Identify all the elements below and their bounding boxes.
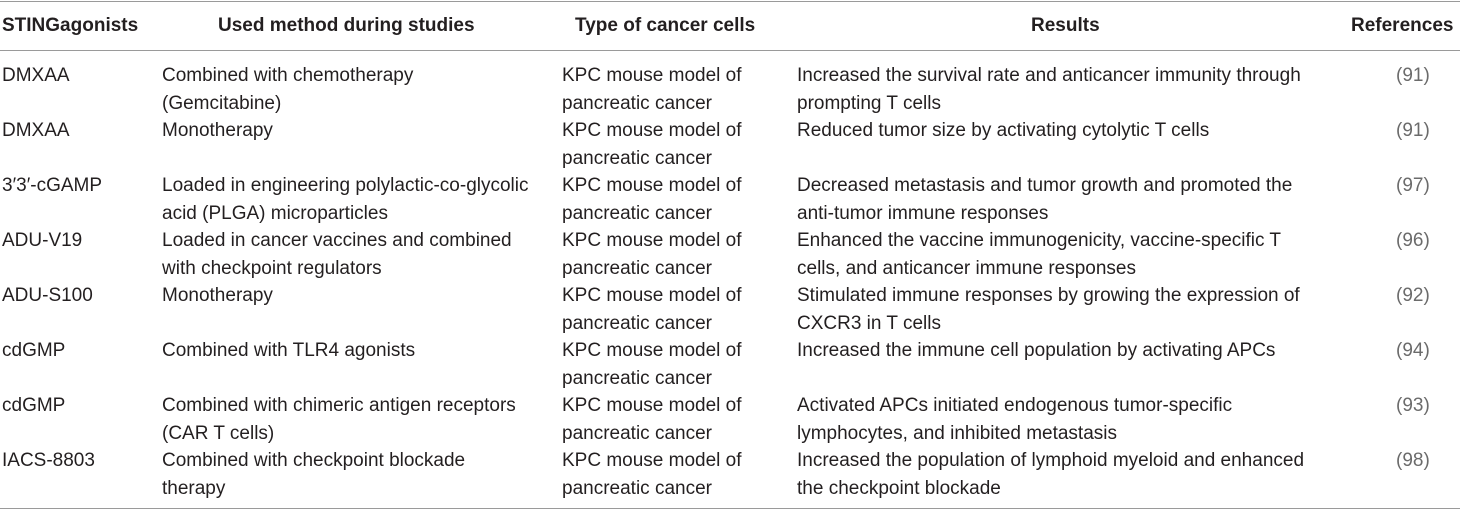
header-bottom-rule [0, 50, 1460, 51]
table-row: cdGMP Combined with TLR4 agonists KPC mo… [0, 337, 1460, 393]
cell-agonist: DMXAA [2, 65, 70, 86]
cell-cancer-cells: KPC mouse model of pancreatic cancer [562, 395, 742, 444]
cell-results: Stimulated immune responses by growing t… [797, 285, 1300, 334]
cell-agonist: DMXAA [2, 120, 70, 141]
cell-reference-link[interactable]: (98) [1396, 450, 1430, 471]
cell-method: Combined with chemotherapy (Gemcitabine) [162, 65, 414, 114]
table-row: 3′3′-cGAMP Loaded in engineering polylac… [0, 172, 1460, 228]
cell-results: Activated APCs initiated endogenous tumo… [797, 395, 1233, 444]
cell-results: Increased the immune cell population by … [797, 340, 1276, 361]
table-top-rule [0, 1, 1460, 2]
cell-reference-link[interactable]: (93) [1396, 395, 1430, 416]
cell-agonist: ADU-V19 [2, 230, 83, 251]
header-cancer-cells: Type of cancer cells [575, 15, 756, 36]
table-row: DMXAA Combined with chemotherapy (Gemcita… [0, 62, 1460, 118]
cell-cancer-cells: KPC mouse model of pancreatic cancer [562, 230, 742, 279]
header-sting-agonists: STINGagonists [2, 15, 139, 36]
cell-results: Increased the population of lymphoid mye… [797, 450, 1305, 499]
cell-results: Enhanced the vaccine immunogenicity, vac… [797, 230, 1282, 279]
header-references: References [1351, 15, 1454, 36]
cell-cancer-cells: KPC mouse model of pancreatic cancer [562, 285, 742, 334]
cell-method: Loaded in engineering polylactic-co-glyc… [162, 175, 529, 224]
cell-cancer-cells: KPC mouse model of pancreatic cancer [562, 340, 742, 389]
cell-results: Increased the survival rate and anticanc… [797, 65, 1301, 114]
cell-results: Decreased metastasis and tumor growth an… [797, 175, 1293, 224]
cell-results: Reduced tumor size by activating cytolyt… [797, 120, 1210, 141]
header-results: Results [1031, 15, 1100, 36]
cell-reference-link[interactable]: (91) [1396, 65, 1430, 86]
cell-method: Monotherapy [162, 120, 273, 141]
cell-agonist: ADU-S100 [2, 285, 93, 306]
cell-method: Loaded in cancer vaccines and combined wi… [162, 230, 512, 279]
table-row: ADU-S100 Monotherapy KPC mouse model of p… [0, 282, 1460, 338]
cell-method: Combined with TLR4 agonists [162, 340, 416, 361]
cell-agonist: cdGMP [2, 340, 66, 361]
cell-method: Combined with chimeric antigen receptors… [162, 395, 516, 444]
cell-method: Monotherapy [162, 285, 273, 306]
cell-agonist: IACS-8803 [2, 450, 95, 471]
cell-agonist: 3′3′-cGAMP [2, 175, 103, 196]
table-bottom-rule [0, 508, 1460, 509]
table-row: IACS-8803 Combined with checkpoint block… [0, 447, 1460, 503]
cell-cancer-cells: KPC mouse model of pancreatic cancer [562, 120, 742, 169]
table-row: DMXAA Monotherapy KPC mouse model of panc… [0, 117, 1460, 173]
cell-reference-link[interactable]: (97) [1396, 175, 1430, 196]
cell-reference-link[interactable]: (94) [1396, 340, 1430, 361]
header-used-method: Used method during studies [218, 15, 475, 36]
cell-cancer-cells: KPC mouse model of pancreatic cancer [562, 450, 742, 499]
cell-cancer-cells: KPC mouse model of pancreatic cancer [562, 65, 742, 114]
cell-agonist: cdGMP [2, 395, 66, 416]
cell-reference-link[interactable]: (96) [1396, 230, 1430, 251]
cell-reference-link[interactable]: (92) [1396, 285, 1430, 306]
cell-reference-link[interactable]: (91) [1396, 120, 1430, 141]
cell-method: Combined with checkpoint blockade therapy [162, 450, 466, 499]
cell-cancer-cells: KPC mouse model of pancreatic cancer [562, 175, 742, 224]
table-row: cdGMP Combined with chimeric antigen rec… [0, 392, 1460, 448]
table-row: ADU-V19 Loaded in cancer vaccines and co… [0, 227, 1460, 283]
